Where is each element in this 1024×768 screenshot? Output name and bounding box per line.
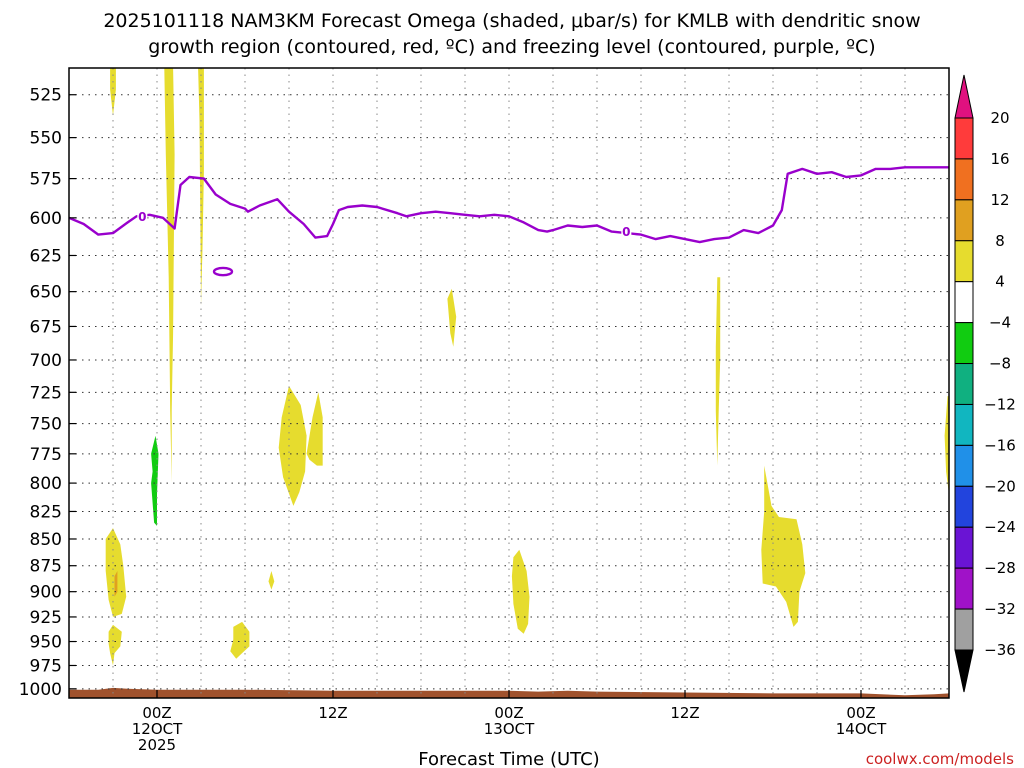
omega-area-3 [105, 528, 127, 617]
y-tick-label-850: 850 [30, 530, 62, 550]
y-tick-label-800: 800 [30, 474, 62, 494]
colorbar-label-0: 20 [990, 109, 1009, 127]
colorbar-label-11: −28 [984, 559, 1016, 577]
colorbar-label-2: 12 [990, 191, 1009, 209]
x-axis-label: Forecast Time (UTC) [418, 749, 599, 768]
omega-area-1 [164, 68, 175, 484]
chart-title-line2: growth region (contoured, red, ºC) and f… [148, 36, 875, 58]
freezing-level-label-1: 0 [622, 225, 630, 239]
omega-area-7 [278, 385, 307, 506]
colorbar-label-6: −8 [989, 355, 1011, 373]
colorbar-bin-9 [954, 485, 974, 528]
colorbar-label-9: −20 [984, 477, 1016, 495]
y-tick-label-925: 925 [30, 608, 62, 628]
colorbar-label-12: −32 [984, 600, 1016, 618]
y-tick-label-825: 825 [30, 502, 62, 522]
omega-area-8 [306, 392, 323, 466]
colorbar-bin-10 [954, 526, 974, 569]
colorbar-label-5: −4 [989, 314, 1011, 332]
omega-area-13 [944, 396, 949, 495]
omega-area-14 [151, 435, 159, 526]
omega-shaded-areas [105, 68, 949, 666]
y-tick-label-525: 525 [30, 86, 62, 106]
x-tick-label-3-0: 12Z [670, 704, 699, 722]
freezing-level-ring [212, 266, 234, 277]
omega-area-9 [447, 288, 457, 347]
colorbar-top-arrow [954, 74, 974, 119]
colorbar-label-1: 16 [990, 150, 1009, 168]
freezing-label-bg-1 [621, 224, 632, 238]
y-tick-label-600: 600 [30, 209, 62, 229]
y-tick-label-900: 900 [30, 583, 62, 603]
y-tick-label-725: 725 [30, 383, 62, 403]
colorbar-bin-12 [954, 608, 974, 651]
omega-area-4 [108, 624, 122, 666]
y-tick-label-625: 625 [30, 246, 62, 266]
colorbar-bin-0 [954, 117, 974, 160]
freezing-level-label-0: 0 [138, 210, 146, 224]
omega-area-2 [198, 68, 204, 306]
y-tick-label-775: 775 [30, 445, 62, 465]
y-tick-label-550: 550 [30, 129, 62, 149]
freezing-level-line [69, 166, 949, 244]
colorbar-bottom-arrow [954, 649, 974, 693]
y-tick-label-875: 875 [30, 557, 62, 577]
colorbar: 20 16 12 8 4 −4 −8 −12 −16 −20 −24 −28 −32 −36 [954, 74, 1016, 693]
colorbar-bin-7 [954, 403, 974, 446]
omega-area-15 [114, 571, 118, 597]
y-tick-label-675: 675 [30, 317, 62, 337]
y-tick-label-975: 975 [30, 656, 62, 676]
x-tick-label-0-2: 2025 [138, 736, 176, 754]
y-tick-label-950: 950 [30, 633, 62, 653]
freezing-label-bg-0 [137, 209, 148, 223]
colorbar-label-8: −16 [984, 436, 1016, 454]
x-tick-label-2-1: 13OCT [484, 720, 535, 738]
colorbar-label-3: 8 [995, 232, 1005, 250]
omega-area-11 [715, 277, 721, 466]
freezing-level-contour: 00 [69, 166, 949, 277]
omega-area-0 [110, 68, 116, 116]
colorbar-bin-6 [954, 363, 974, 405]
x-tick-label-0-1: 12OCT [132, 720, 183, 738]
colorbar-bin-2 [954, 199, 974, 242]
colorbar-bin-4 [954, 281, 974, 324]
colorbar-label-10: −24 [984, 518, 1016, 536]
colorbar-label-7: −12 [984, 395, 1016, 413]
omega-area-5 [230, 621, 250, 659]
watermark: coolwx.com/models [866, 750, 1014, 768]
omega-area-6 [268, 571, 275, 590]
y-tick-label-1000: 1000 [19, 680, 62, 700]
colorbar-bin-3 [954, 240, 974, 283]
y-axis-ticks: 525 550 575 600 625 650 675 700 725 750 775 800 825 8… [19, 86, 76, 700]
omega-area-10 [511, 549, 530, 634]
y-tick-label-575: 575 [30, 170, 62, 190]
chart-title-line1: 2025101118 NAM3KM Forecast Omega (shaded… [103, 10, 920, 32]
x-tick-label-1-0: 12Z [318, 704, 347, 722]
x-tick-label-0-0: 00Z [142, 704, 171, 722]
y-tick-label-700: 700 [30, 351, 62, 371]
y-tick-label-650: 650 [30, 283, 62, 303]
colorbar-bin-8 [954, 444, 974, 487]
grid-lines [69, 68, 949, 698]
colorbar-label-13: −36 [984, 641, 1016, 659]
x-tick-label-4-0: 00Z [846, 704, 875, 722]
omega-area-12 [761, 465, 806, 627]
colorbar-bin-1 [954, 158, 974, 201]
colorbar-bin-11 [954, 567, 974, 610]
colorbar-bin-5 [954, 322, 974, 365]
x-tick-label-2-0: 00Z [494, 704, 523, 722]
x-tick-label-4-1: 14OCT [836, 720, 887, 738]
colorbar-label-4: 4 [995, 273, 1005, 291]
y-tick-label-750: 750 [30, 415, 62, 435]
